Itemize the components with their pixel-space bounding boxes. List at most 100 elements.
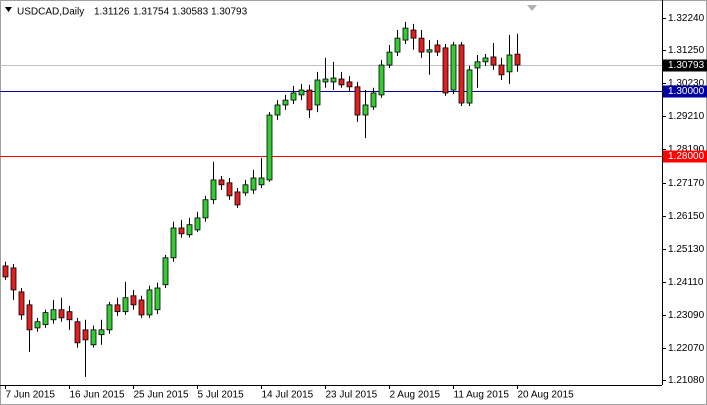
x-tick-label: 5 Jul 2015 <box>198 390 245 401</box>
candle-body <box>330 77 337 83</box>
x-tick-label: 23 Jul 2015 <box>326 390 378 401</box>
candle-body <box>50 309 57 321</box>
candle-body <box>2 265 9 278</box>
candle-body <box>314 79 321 106</box>
y-tick-label: 1.22070 <box>668 343 705 354</box>
candle-body <box>282 99 289 106</box>
shift-marker[interactable] <box>527 5 537 11</box>
x-tick-label: 16 Jun 2015 <box>70 390 125 401</box>
price-label-box <box>663 85 707 98</box>
candle-body <box>322 78 329 83</box>
candle-body <box>234 191 241 206</box>
candle-body <box>42 312 49 326</box>
candle-body <box>90 329 97 346</box>
candle-body <box>274 104 281 116</box>
candle-body <box>402 27 409 41</box>
candle-body <box>298 89 305 96</box>
last-price-label: 1.30793 <box>668 60 705 71</box>
candle-body <box>458 44 465 104</box>
ohlc-low: 1.30583 <box>172 7 209 18</box>
candle-body <box>250 177 257 191</box>
candle-body <box>498 64 505 76</box>
candle-body <box>410 29 417 39</box>
candle-body <box>362 104 369 116</box>
candle-body <box>58 309 65 319</box>
candle-body <box>154 287 161 311</box>
candle-body <box>434 44 441 53</box>
y-tick-label: 1.25130 <box>668 244 705 255</box>
candle-body <box>482 57 489 63</box>
x-tick-label: 14 Jul 2015 <box>262 390 314 401</box>
symbol-label: USDCAD,Daily <box>17 7 84 18</box>
price-label: 1.28000 <box>668 151 705 162</box>
ohlc-high: 1.31754 <box>133 7 170 18</box>
candle-body <box>146 289 153 316</box>
candle-body <box>338 78 345 86</box>
candle-body <box>306 89 313 111</box>
y-tick-label: 1.23090 <box>668 310 705 321</box>
x-tick-label: 20 Aug 2015 <box>518 390 575 401</box>
candle-body <box>378 64 385 96</box>
ohlc-open: 1.31126 <box>94 7 130 18</box>
candle-body <box>82 329 89 341</box>
candle-body <box>66 311 73 321</box>
candle-body <box>10 267 17 291</box>
y-tick-label: 1.31250 <box>668 45 705 56</box>
candle-body <box>258 177 265 186</box>
x-tick-label: 2 Aug 2015 <box>390 390 441 401</box>
candle-body <box>226 182 233 197</box>
candle-body <box>138 299 145 316</box>
candle-body <box>242 184 249 194</box>
candle-body <box>98 329 105 336</box>
candle-body <box>74 321 81 344</box>
y-tick-label: 1.27170 <box>668 178 705 189</box>
candle-body <box>114 304 121 313</box>
y-tick-label: 1.24110 <box>668 277 704 288</box>
candle-body <box>194 217 201 231</box>
candle-body <box>474 61 481 69</box>
candle-body <box>394 37 401 53</box>
x-tick-label: 25 Jun 2015 <box>134 390 189 401</box>
candle-body <box>26 304 33 331</box>
candle-body <box>186 224 193 236</box>
x-tick-label: 7 Jun 2015 <box>6 390 56 401</box>
candle-body <box>106 304 113 331</box>
candle-body <box>130 295 137 306</box>
candle-body <box>386 51 393 66</box>
candle-body <box>450 44 457 91</box>
ohlc-close: 1.30793 <box>211 7 248 18</box>
candle-body <box>122 297 129 313</box>
candle-body <box>346 81 353 88</box>
candle-body <box>514 53 521 66</box>
candle-body <box>178 227 185 235</box>
y-tick-label: 1.26150 <box>668 211 705 222</box>
candle-body <box>426 49 433 53</box>
candle-body <box>34 321 41 329</box>
candle-body <box>466 69 473 104</box>
y-tick-label: 1.30230 <box>668 78 705 89</box>
candle-body <box>266 114 273 181</box>
candle-body <box>506 54 513 73</box>
candle-body <box>442 47 449 94</box>
candle-body <box>170 227 177 259</box>
candle-body <box>202 199 209 219</box>
candle-body <box>354 86 361 116</box>
x-tick-label: 11 Aug 2015 <box>454 390 510 401</box>
candle-body <box>418 37 425 53</box>
candle-body <box>210 179 217 201</box>
last-price-box <box>663 59 707 72</box>
candle-body <box>370 92 377 108</box>
price-label-box <box>663 150 707 163</box>
candle-body <box>290 92 297 101</box>
candle-body <box>18 291 25 316</box>
candle-body <box>490 56 497 66</box>
y-tick-label: 1.21080 <box>668 375 705 386</box>
y-tick-label: 1.28190 <box>668 144 705 155</box>
y-tick-label: 1.29210 <box>668 111 705 122</box>
y-tick-label: 1.32240 <box>668 13 705 24</box>
candle-body <box>162 257 169 286</box>
menu-arrow[interactable] <box>5 7 12 12</box>
price-label: 1.30000 <box>668 86 705 97</box>
